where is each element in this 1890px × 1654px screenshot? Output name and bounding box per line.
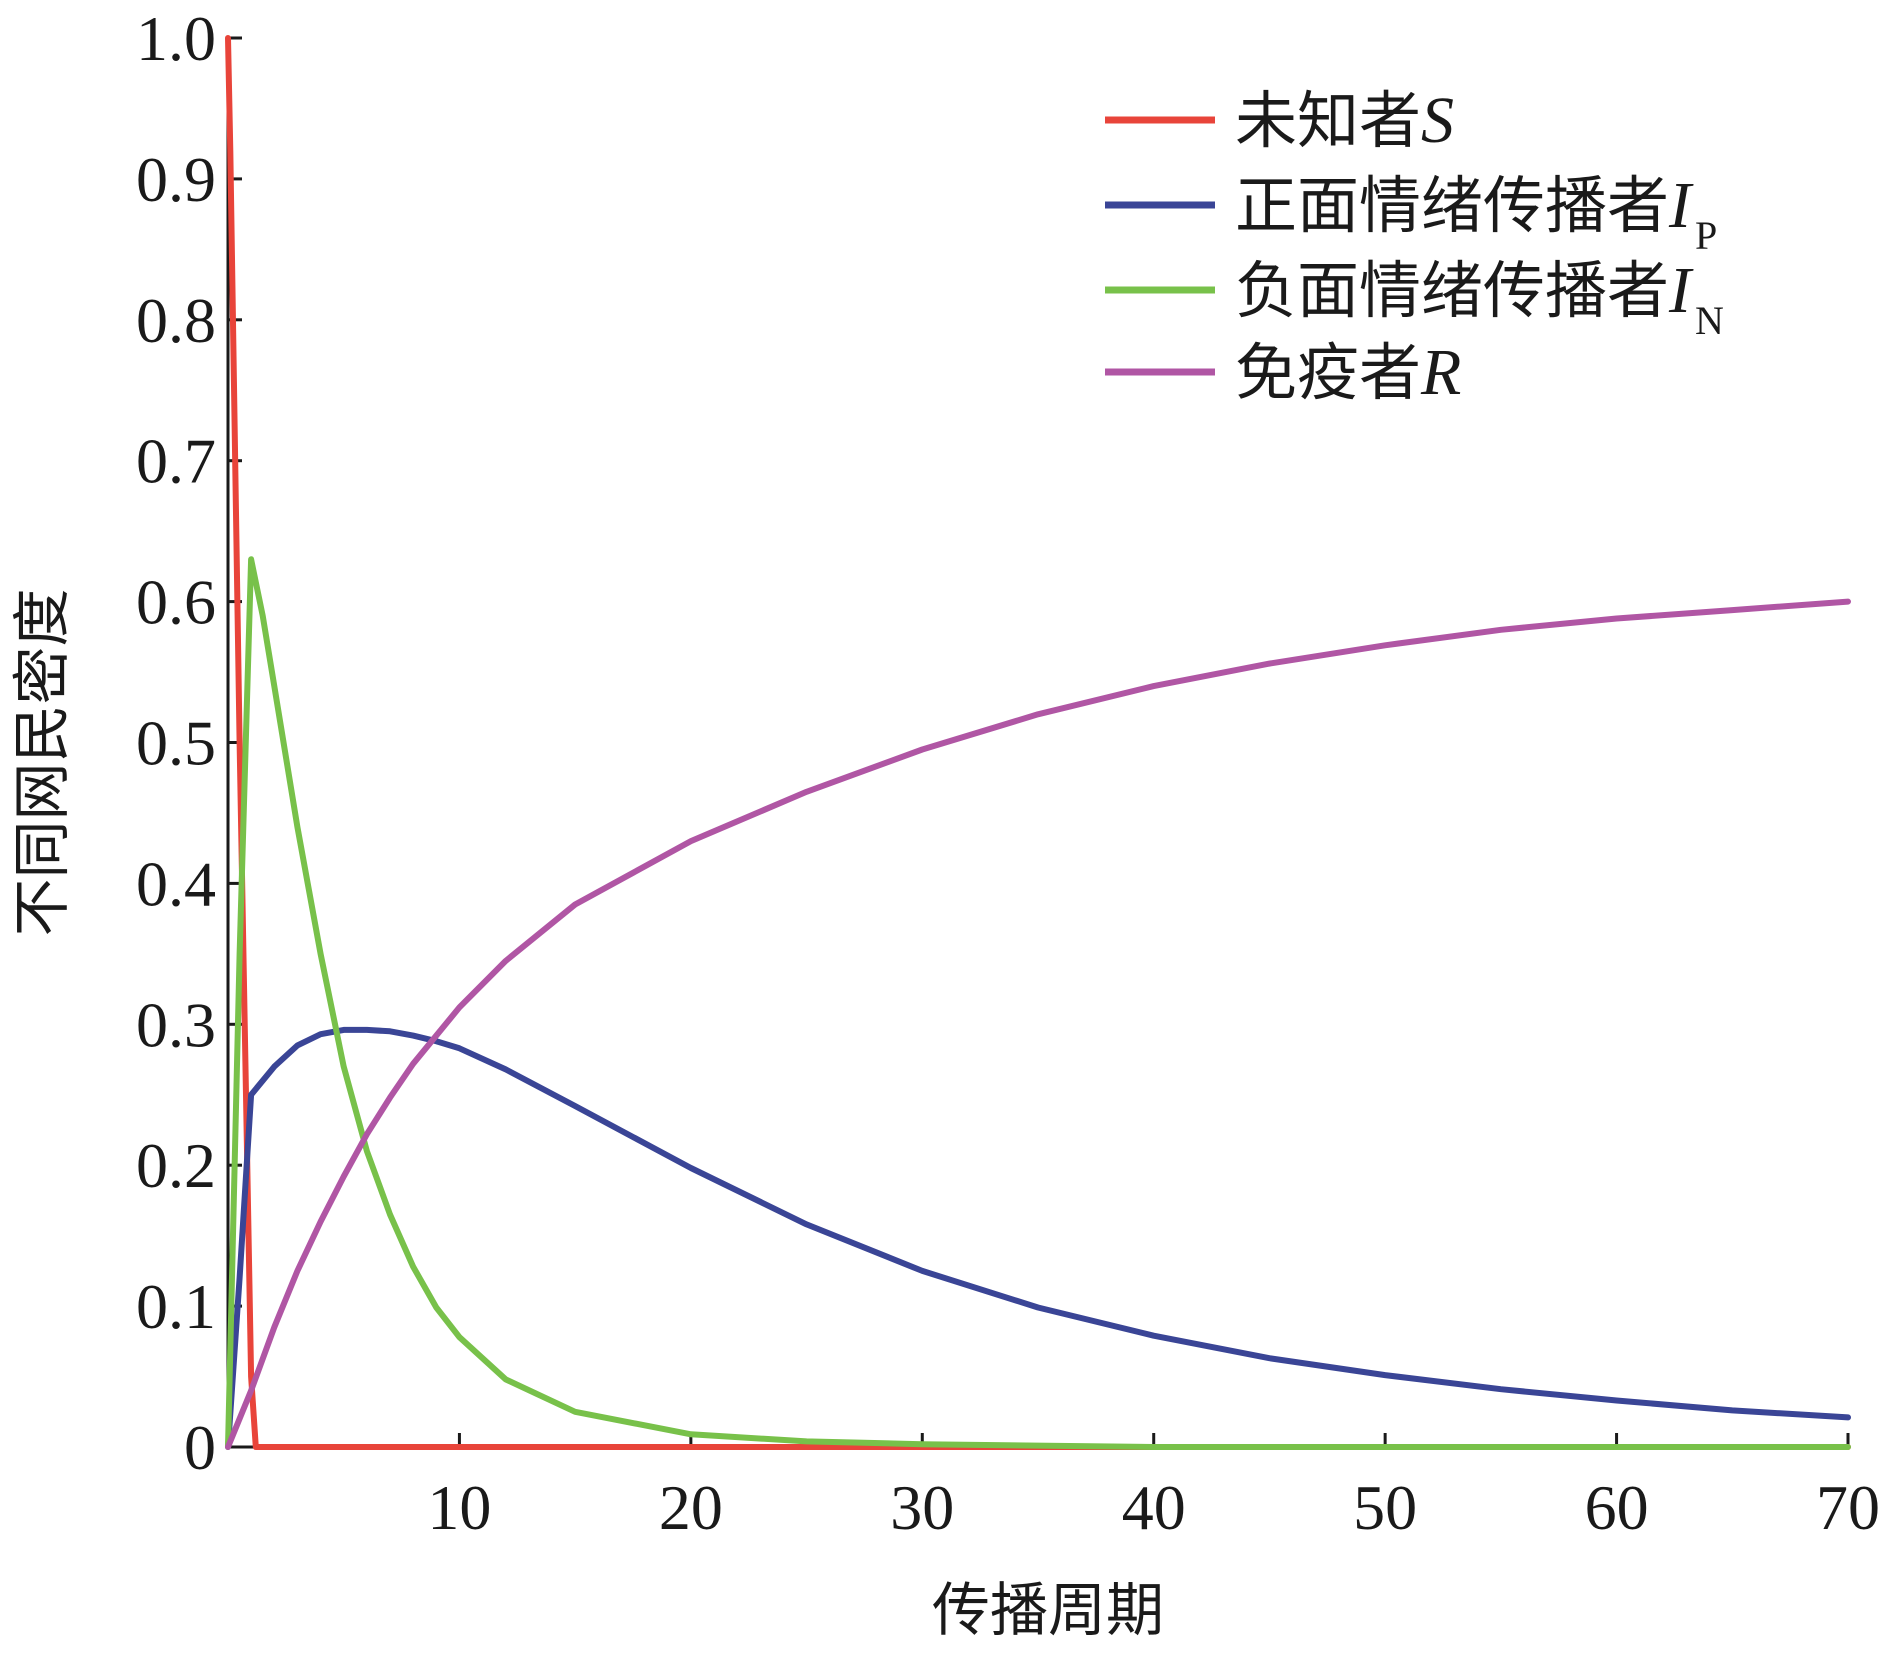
legend-label: 负面情绪传播者I N [1235, 254, 1724, 343]
y-tick-label: 0.4 [136, 848, 216, 919]
legend-label-text: 免疫者 [1235, 336, 1421, 409]
legend-label-symbol: R [1420, 336, 1461, 409]
y-axis-title: 不同网民密度 [8, 588, 76, 936]
legend-item: 正面情绪传播者I P [1105, 169, 1717, 258]
x-tick-label: 60 [1585, 1472, 1649, 1543]
legend-item: 未知者S [1105, 84, 1454, 157]
x-tick-label: 10 [427, 1472, 491, 1543]
legend-label-symbol: I [1668, 169, 1694, 242]
x-ticks: 10 20 30 40 50 60 70 [427, 1433, 1880, 1543]
legend-label-subscript: P [1695, 213, 1717, 258]
legend-label-text: 未知者 [1235, 84, 1421, 157]
x-tick-label: 40 [1122, 1472, 1186, 1543]
legend-label-text: 负面情绪传播者 [1235, 254, 1669, 327]
y-tick-label: 1.0 [136, 3, 216, 74]
legend-label: 未知者S [1235, 84, 1454, 157]
y-tick-label: 0.3 [136, 989, 216, 1060]
x-tick-label: 50 [1353, 1472, 1417, 1543]
legend-item: 负面情绪传播者I N [1105, 254, 1724, 343]
series-line-in [225, 556, 1851, 1450]
x-tick-label: 20 [659, 1472, 723, 1543]
y-tick-label: 0 [184, 1412, 216, 1483]
legend-item: 免疫者R [1105, 336, 1461, 409]
legend-label: 正面情绪传播者I P [1235, 169, 1717, 258]
legend-label-symbol: S [1421, 84, 1454, 157]
series-line-s [225, 35, 1851, 1450]
y-ticks: 0 0.1 0.2 0.3 0.4 0.5 0.6 0.7 0.8 0.9 1.0 [136, 3, 242, 1483]
y-tick-label: 0.1 [136, 1271, 216, 1342]
x-axis-title: 传播周期 [932, 1576, 1164, 1644]
legend-label-subscript: N [1695, 298, 1724, 343]
series-line-ip [225, 1026, 1851, 1450]
x-tick-label: 70 [1816, 1472, 1880, 1543]
axes [226, 38, 1848, 1449]
y-tick-label: 0.2 [136, 1130, 216, 1201]
x-tick-label: 30 [890, 1472, 954, 1543]
legend-label: 免疫者R [1235, 336, 1461, 409]
series-layer [225, 35, 1851, 1450]
y-tick-label: 0.5 [136, 708, 216, 779]
y-tick-label: 0.9 [136, 144, 216, 215]
series-line-r [225, 598, 1851, 1450]
y-tick-label: 0.7 [136, 426, 216, 497]
legend-label-symbol: I [1668, 254, 1694, 327]
y-tick-label: 0.6 [136, 567, 216, 638]
y-tick-label: 0.8 [136, 285, 216, 356]
legend-label-text: 正面情绪传播者 [1235, 169, 1669, 242]
